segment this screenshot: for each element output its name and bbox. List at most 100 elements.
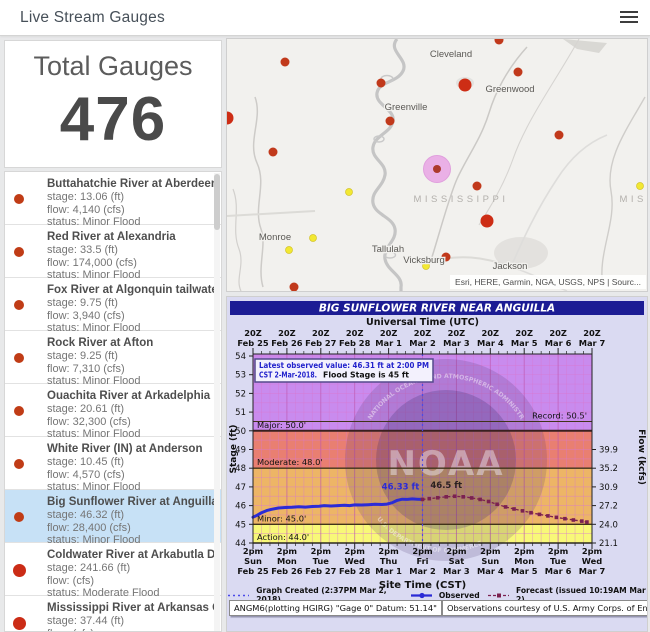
svg-text:Mar 1: Mar 1 xyxy=(375,338,402,348)
gauge-stage: stage: 13.06 (ft) xyxy=(47,191,125,203)
svg-text:Mar 2: Mar 2 xyxy=(409,566,436,576)
menu-icon[interactable] xyxy=(620,10,638,26)
svg-text:Fri: Fri xyxy=(416,556,428,566)
total-gauges-value: 476 xyxy=(59,85,167,154)
gauge-marker[interactable] xyxy=(280,57,290,67)
gauge-list-item[interactable]: Ouachita River at Arkadelphia stage: 20.6… xyxy=(5,384,221,440)
gauge-stage: stage: 37.44 (ft) xyxy=(47,615,125,627)
svg-text:Mon: Mon xyxy=(277,556,297,566)
gauge-list-item[interactable]: Mississippi River at Arkansas City stage:… xyxy=(5,596,221,631)
gauge-marker[interactable] xyxy=(513,67,523,77)
gauge-marker[interactable] xyxy=(376,78,386,88)
gauge-flow: flow: 28,400 (cfs) xyxy=(47,521,131,534)
gauge-list-item[interactable]: Rock River at Afton stage: 9.25 (ft) flow:… xyxy=(5,331,221,387)
gauge-list-item[interactable]: Big Sunflower River at Anguilla stage: 46… xyxy=(5,490,221,546)
page-title: Live Stream Gauges xyxy=(20,9,165,26)
map-canvas[interactable]: Cleveland Greenville Greenwood Monroe Tallul… xyxy=(227,39,647,291)
svg-text:35.2: 35.2 xyxy=(599,464,618,474)
gauge-marker[interactable] xyxy=(441,252,451,262)
svg-text:Moderate: 48.0': Moderate: 48.0' xyxy=(257,457,323,467)
gauge-name: Coldwater River at Arkabutla Dam xyxy=(47,549,217,561)
svg-text:Tue: Tue xyxy=(313,556,330,566)
gauge-list-item[interactable]: Buttahatchie River at Aberdeen stage: 13.… xyxy=(5,172,221,228)
svg-text:Sun: Sun xyxy=(481,556,499,566)
gauge-list-item[interactable]: Coldwater River at Arkabutla Dam stage: 2… xyxy=(5,543,221,599)
selected-gauge-marker[interactable] xyxy=(423,155,451,183)
legend-observed-icon xyxy=(410,592,432,598)
gauge-status: status: Minor Flood xyxy=(47,322,141,335)
svg-text:20Z: 20Z xyxy=(380,328,398,338)
map-city-label: Jackson xyxy=(493,261,528,272)
gauge-marker[interactable] xyxy=(309,234,317,242)
svg-text:20Z: 20Z xyxy=(346,328,364,338)
svg-text:Feb 28: Feb 28 xyxy=(339,566,371,576)
gauge-marker[interactable] xyxy=(345,188,353,196)
svg-text:Wed: Wed xyxy=(582,556,602,566)
map-attribution: Esri, HERE, Garmin, NGA, USGS, NPS | Sou… xyxy=(450,275,646,289)
map-state-label: MISSISS xyxy=(619,194,647,205)
gauge-flow: flow: 4,570 (cfs) xyxy=(47,468,125,481)
svg-text:Mon: Mon xyxy=(514,556,534,566)
svg-text:20Z: 20Z xyxy=(312,328,330,338)
gauge-stage: stage: 10.45 (ft) xyxy=(47,456,125,468)
gauge-name: Ouachita River at Arkadelphia xyxy=(47,390,211,402)
svg-text:Feb 25: Feb 25 xyxy=(237,566,269,576)
svg-text:27.2: 27.2 xyxy=(599,502,618,512)
legend-forecast-icon xyxy=(487,593,509,597)
gauge-marker[interactable] xyxy=(554,130,564,140)
svg-text:Feb 28: Feb 28 xyxy=(339,338,371,348)
svg-text:54: 54 xyxy=(235,352,246,362)
gauge-marker[interactable] xyxy=(285,246,293,254)
gauge-list[interactable]: Buttahatchie River at Aberdeen stage: 13.… xyxy=(4,171,222,632)
gauge-name: Red River at Alexandria xyxy=(47,231,176,243)
gauge-list-item[interactable]: Fox River at Algonquin tailwater stage: 9… xyxy=(5,278,221,334)
svg-text:Mar 7: Mar 7 xyxy=(579,566,606,576)
gauge-stage: stage: 33.5 (ft) xyxy=(47,244,118,256)
svg-text:Feb 25: Feb 25 xyxy=(237,338,269,348)
gauge-list-item[interactable]: Red River at Alexandria stage: 33.5 (ft) f… xyxy=(5,225,221,281)
gauge-flow: flow: 3,940 (cfs) xyxy=(47,309,125,322)
map-state-label: MISSISSIPPI xyxy=(414,194,509,205)
gauge-marker[interactable] xyxy=(227,111,234,125)
svg-text:Mar 6: Mar 6 xyxy=(545,566,572,576)
svg-text:46: 46 xyxy=(235,502,246,512)
svg-text:Record: 50.5': Record: 50.5' xyxy=(532,410,587,420)
svg-text:2pm: 2pm xyxy=(243,546,263,556)
svg-text:Universal Time (UTC): Universal Time (UTC) xyxy=(366,317,479,328)
svg-text:Mar 3: Mar 3 xyxy=(443,338,470,348)
gauge-marker[interactable] xyxy=(494,39,504,45)
gauge-status-icon xyxy=(14,459,24,469)
list-scrollbar-thumb[interactable] xyxy=(214,174,220,230)
svg-text:Sat: Sat xyxy=(449,556,465,566)
gauge-name: Fox River at Algonquin tailwater xyxy=(47,284,217,296)
svg-text:2pm: 2pm xyxy=(582,546,602,556)
svg-text:46.33 ft: 46.33 ft xyxy=(382,483,420,493)
gauge-status-icon xyxy=(14,300,24,310)
svg-text:Feb 26: Feb 26 xyxy=(271,566,303,576)
gauge-stage: stage: 9.75 (ft) xyxy=(47,297,118,309)
gauge-list-item[interactable]: White River (IN) at Anderson stage: 10.45… xyxy=(5,437,221,493)
svg-text:49: 49 xyxy=(235,446,246,456)
total-gauges-label: Total Gauges xyxy=(33,51,193,81)
gauge-marker[interactable] xyxy=(480,214,494,228)
gauge-marker[interactable] xyxy=(422,262,430,270)
svg-text:46.5 ft: 46.5 ft xyxy=(430,481,462,491)
map[interactable]: Cleveland Greenville Greenwood Monroe Tallul… xyxy=(226,38,648,292)
gauge-marker[interactable] xyxy=(458,78,472,92)
gauge-marker[interactable] xyxy=(268,147,278,157)
svg-text:Mar 4: Mar 4 xyxy=(477,566,504,576)
svg-text:50: 50 xyxy=(235,427,246,437)
map-city-label: Vicksburg xyxy=(403,255,445,266)
legend-label: Graph Created (2:37PM Mar 2, 2018) xyxy=(256,586,387,604)
gauge-marker[interactable] xyxy=(385,116,395,126)
gauge-status: status: Moderate Flood xyxy=(47,587,160,600)
forecast-series xyxy=(422,495,588,523)
list-scrollbar[interactable] xyxy=(214,173,220,631)
svg-text:Mar 4: Mar 4 xyxy=(477,338,504,348)
gauge-marker[interactable] xyxy=(636,182,644,190)
gauge-marker[interactable] xyxy=(472,181,482,191)
gauge-flow: flow: 174,000 (cfs) xyxy=(47,256,137,269)
gauge-marker[interactable] xyxy=(289,282,299,292)
svg-text:Latest observed value: 46.31 f: Latest observed value: 46.31 ft at 2:00 … xyxy=(259,361,429,370)
legend-label: Observed xyxy=(438,590,480,600)
